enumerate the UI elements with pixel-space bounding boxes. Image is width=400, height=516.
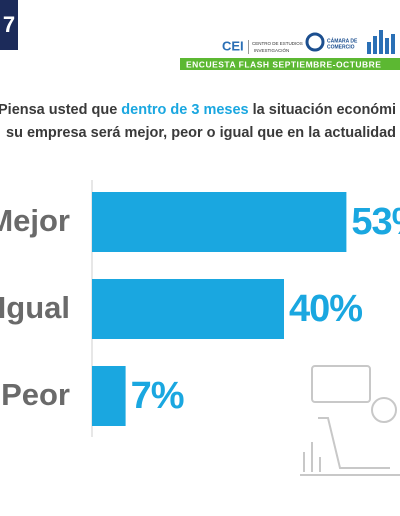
logo-cc-text: CÁMARA DE: [327, 37, 358, 44]
chart-title: Piensa usted que dentro de 3 meses la si…: [0, 102, 396, 118]
logo-cei: CEI: [222, 38, 244, 53]
banner: ENCUESTA FLASH SEPTIEMBRE-OCTUBRE: [186, 59, 381, 69]
decor-icon: [300, 365, 400, 476]
logo-cei-text: INVESTIGACIÓN: [254, 47, 289, 53]
chart-title: su empresa será mejor, peor o igual que …: [6, 125, 396, 141]
badge-box: [0, 0, 18, 50]
bar: [92, 366, 126, 426]
value-label: 7%: [131, 375, 184, 417]
category-label: Peor: [1, 377, 70, 412]
bar: [92, 279, 284, 339]
value-label: 40%: [289, 288, 362, 330]
logo-cc-icon: [305, 32, 325, 52]
divider: [248, 40, 249, 54]
logo-bars: [367, 30, 395, 54]
category-label: Mejor: [0, 203, 70, 238]
title-highlight: dentro de 3 meses: [121, 102, 248, 118]
title-part: Piensa usted que: [0, 102, 121, 118]
banner-box: [180, 58, 400, 70]
bar: [92, 192, 347, 252]
value-label: 53%: [351, 201, 400, 243]
logo-cc-text: COMERCIO: [327, 44, 355, 50]
badge: 7: [3, 12, 15, 37]
logo-cei-text: CENTRO DE ESTUDIOS: [252, 41, 303, 46]
title-part: la situación económi: [249, 102, 396, 118]
category-label: Igual: [0, 290, 70, 325]
